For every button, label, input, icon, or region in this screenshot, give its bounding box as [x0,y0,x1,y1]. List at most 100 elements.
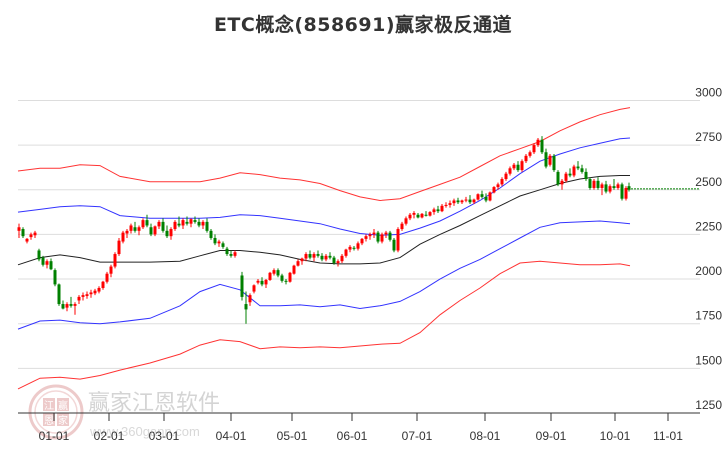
candle-up [496,184,500,188]
candle-up [560,180,564,185]
candle-up [624,187,628,199]
candle-up [33,232,37,236]
candle-down [316,254,320,256]
candle-down [37,250,41,260]
candle-up [460,200,464,203]
candle-down [149,227,153,235]
chart-title: ETC概念(858691)赢家极反通道 [213,14,513,36]
candle-up [500,179,504,185]
candle-up [113,254,117,267]
candle-up [272,270,276,274]
candle-down [276,270,280,276]
candle-down [161,221,165,231]
candle-up [444,204,448,206]
x-tick-label: 04-01 [216,429,247,443]
candle-up [616,184,620,188]
candle-up [117,240,121,255]
candle-up [492,187,496,193]
candle-down [376,232,380,242]
candle-down [388,232,392,240]
candle-down [580,168,584,172]
candle-up [153,226,157,235]
candle-up [324,255,328,260]
candle-down [320,255,324,260]
outer-upper-line [17,107,631,202]
candle-up [404,218,408,224]
candle-down [332,257,336,263]
candle-up [600,184,604,188]
candle-up [356,243,360,249]
candle-up [300,258,304,262]
svg-text:恩: 恩 [44,415,54,427]
candle-down [165,230,169,237]
candle-up [512,164,516,169]
candle-up [89,292,93,295]
x-tick-label: 10-01 [600,429,631,443]
candle-up [368,234,372,237]
candle-up [428,212,432,216]
candle-up [592,180,596,188]
inner-upper-line [17,137,631,236]
y-tick-label: 1250 [695,398,722,412]
candle-up [384,232,388,235]
candle-up [372,232,376,235]
candle-up [400,223,404,230]
candle-up [524,155,528,162]
candle-down [244,304,248,310]
axes: 1250 1500 1750 2000 2250 2500 2750 3000 01-01 02-… [18,85,722,443]
inner-lower-line [17,220,631,330]
candle-up [181,220,185,226]
watermark-url: www.360gann.com [89,424,200,439]
candle-up [17,227,21,231]
candles [17,136,631,324]
candle-up [137,227,141,231]
candle-down [197,221,201,226]
candle-down [49,261,53,270]
candle-up [77,296,81,301]
svg-text:江: 江 [44,400,54,412]
candle-down [588,179,592,188]
x-tick-label: 05-01 [277,429,308,443]
candle-up [85,294,89,297]
candle-up [396,229,400,251]
candle-up [508,168,512,174]
svg-text:家: 家 [58,414,68,427]
watermark: 江 赢 恩 家 赢家江恩软件 www.360gann.com [28,384,220,440]
candle-up [217,241,221,244]
candle-up [476,194,480,200]
candle-up [304,254,308,259]
candle-up [432,209,436,213]
x-tick-label: 08-01 [470,429,501,443]
candle-down [484,196,488,201]
watermark-name: 赢家江恩软件 [88,391,220,416]
candle-down [456,200,460,203]
candle-down [424,214,428,216]
candle-down [145,220,149,226]
candle-down [392,239,396,251]
y-tick-label: 3000 [695,85,722,99]
candle-down [612,186,616,188]
candle-down [568,173,572,176]
candle-down [53,270,57,285]
candle-up [312,254,316,258]
candle-up [25,238,29,242]
candle-up [340,255,344,262]
candle-up [336,261,340,263]
candle-down [328,255,332,258]
candle-up [73,304,77,306]
candle-down [416,214,420,218]
channel-lines [17,107,631,390]
candle-up [440,205,444,212]
y-tick-label: 1750 [695,309,722,323]
candle-down [308,254,312,258]
x-tick-label: 09-01 [536,429,567,443]
candle-down [280,275,284,281]
candle-down [284,280,288,282]
candle-down [205,221,209,231]
candle-up [157,221,161,227]
x-tick-label: 03-01 [149,429,180,443]
candle-up [448,203,452,205]
candle-up [268,272,272,280]
candle-down [21,229,25,237]
